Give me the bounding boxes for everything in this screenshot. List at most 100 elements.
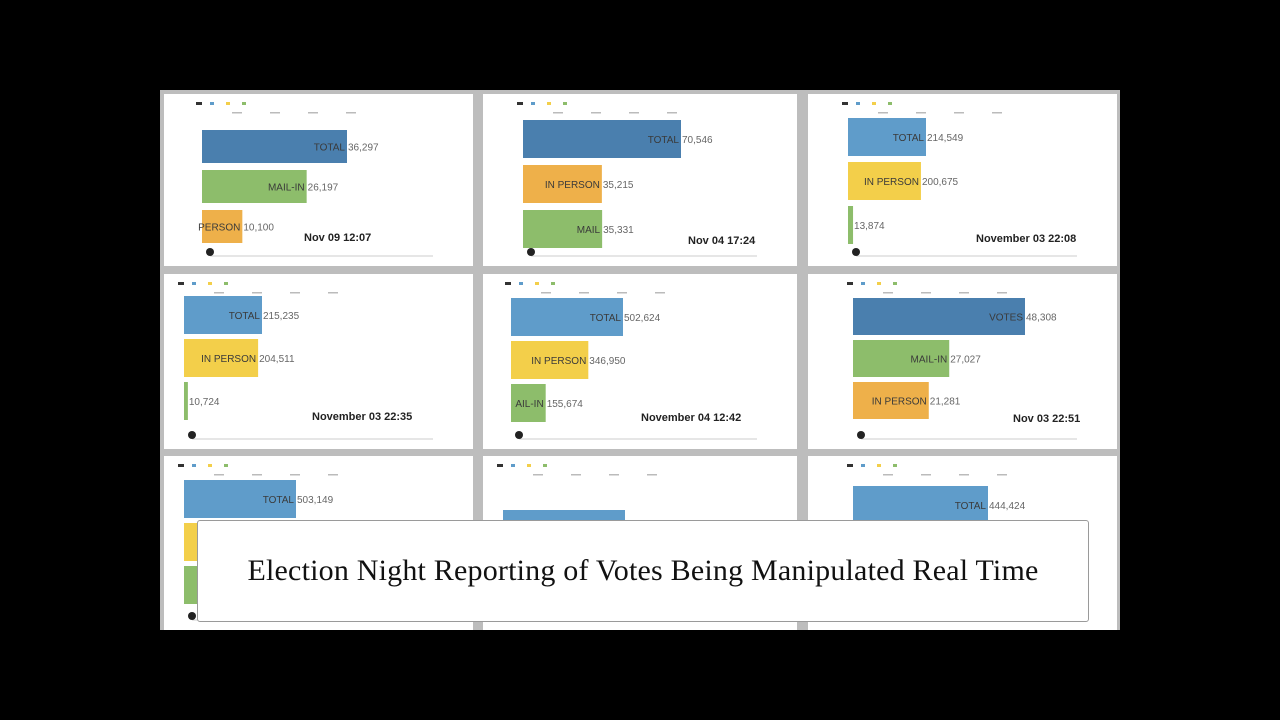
timestamp-label: November 03 22:35 bbox=[312, 411, 412, 423]
axis-tick bbox=[921, 292, 931, 294]
axis-tick bbox=[591, 112, 601, 114]
bar-value-label: 10,100 bbox=[243, 223, 274, 234]
timestamp-label: Nov 04 17:24 bbox=[688, 235, 756, 247]
legend-swatch bbox=[192, 464, 196, 467]
bar-chart: TOTAL 36,297 MAIL-IN 26,197 PERSON 10,100 Nov … bbox=[196, 102, 433, 257]
legend-swatch bbox=[893, 282, 897, 285]
bar-value-label: 346,950 bbox=[589, 356, 626, 367]
legend-swatch bbox=[210, 102, 214, 105]
axis-tick bbox=[346, 112, 356, 114]
bar-label: IN PERSON bbox=[201, 354, 256, 365]
axis-tick bbox=[290, 474, 300, 476]
bar-value-label: 48,308 bbox=[1026, 313, 1057, 324]
bar bbox=[202, 130, 347, 163]
axis-tick bbox=[883, 474, 893, 476]
legend-swatch bbox=[551, 282, 555, 285]
bar-label: TOTAL bbox=[314, 143, 346, 154]
axis-tick bbox=[629, 112, 639, 114]
axis-tick bbox=[579, 292, 589, 294]
bar-value-label: 155,674 bbox=[547, 399, 584, 410]
axis-tick bbox=[214, 292, 224, 294]
bar-label: IN PERSON bbox=[545, 180, 600, 191]
bar-value-label: 10,724 bbox=[189, 397, 220, 408]
axis-tick bbox=[921, 474, 931, 476]
legend-swatch bbox=[511, 464, 515, 467]
caption-box: Election Night Reporting of Votes Being … bbox=[197, 520, 1089, 622]
legend-marker bbox=[196, 102, 202, 105]
bar bbox=[511, 298, 623, 336]
axis-tick bbox=[553, 112, 563, 114]
bar-value-label: 13,874 bbox=[854, 221, 885, 232]
bar-label: IN PERSON bbox=[531, 356, 586, 367]
legend-swatch bbox=[888, 102, 892, 105]
legend-swatch bbox=[877, 282, 881, 285]
legend-swatch bbox=[519, 282, 523, 285]
chart-panel-3: TOTAL 214,549 IN PERSON 200,675 13,874 Novemb… bbox=[808, 94, 1117, 266]
bar-value-label: 444,424 bbox=[989, 501, 1026, 512]
bar-value-label: 27,027 bbox=[950, 355, 981, 366]
bar bbox=[523, 120, 681, 158]
timestamp-label: November 04 12:42 bbox=[641, 412, 741, 424]
bar-value-label: 215,235 bbox=[263, 311, 300, 322]
legend-marker bbox=[497, 464, 503, 467]
legend-marker bbox=[178, 464, 184, 467]
bar bbox=[184, 339, 259, 377]
bar-label: TOTAL bbox=[263, 495, 295, 506]
chart-panel-1: TOTAL 36,297 MAIL-IN 26,197 PERSON 10,100 Nov … bbox=[164, 94, 473, 266]
bar-label: TOTAL bbox=[955, 501, 987, 512]
legend-marker bbox=[847, 464, 853, 467]
axis-tick bbox=[232, 112, 242, 114]
axis-tick bbox=[214, 474, 224, 476]
legend-swatch bbox=[543, 464, 547, 467]
legend-swatch bbox=[861, 464, 865, 467]
axis-tick bbox=[252, 292, 262, 294]
chart-panel-2: TOTAL 70,546 IN PERSON 35,215 MAIL 35,331 Nov … bbox=[483, 94, 797, 266]
bar-chart: TOTAL 214,549 IN PERSON 200,675 13,874 Novemb… bbox=[842, 102, 1077, 257]
bar-label: MAIL-IN bbox=[911, 355, 948, 366]
bar-value-label: 503,149 bbox=[297, 495, 334, 506]
axis-tick bbox=[541, 292, 551, 294]
axis-tick bbox=[992, 112, 1002, 114]
bar bbox=[202, 170, 307, 203]
legend-swatch bbox=[531, 102, 535, 105]
bar-label: IN PERSON bbox=[872, 397, 927, 408]
play-marker bbox=[515, 431, 523, 439]
axis-tick bbox=[252, 474, 262, 476]
legend-swatch bbox=[208, 282, 212, 285]
legend-swatch bbox=[224, 282, 228, 285]
axis-tick bbox=[617, 292, 627, 294]
play-marker bbox=[527, 248, 535, 256]
play-marker bbox=[206, 248, 214, 256]
bar-label: MAIL-IN bbox=[268, 183, 305, 194]
axis-tick bbox=[571, 474, 581, 476]
bar-value-label: 502,624 bbox=[624, 313, 661, 324]
bar-chart: TOTAL 70,546 IN PERSON 35,215 MAIL 35,331 Nov … bbox=[517, 102, 757, 257]
legend-swatch bbox=[872, 102, 876, 105]
bar bbox=[523, 165, 602, 203]
bar bbox=[853, 486, 988, 524]
timestamp-label: Nov 03 22:51 bbox=[1013, 413, 1080, 425]
bar bbox=[853, 340, 950, 377]
play-marker bbox=[857, 431, 865, 439]
axis-tick bbox=[667, 112, 677, 114]
legend-swatch bbox=[527, 464, 531, 467]
axis-tick bbox=[655, 292, 665, 294]
axis-tick bbox=[328, 292, 338, 294]
bar-label: VOTES bbox=[989, 313, 1023, 324]
bar bbox=[184, 296, 262, 334]
bar-chart: TOTAL 215,235 IN PERSON 204,511 10,724 Novemb… bbox=[178, 282, 433, 440]
axis-tick bbox=[954, 112, 964, 114]
axis-tick bbox=[533, 474, 543, 476]
bar-value-label: 70,546 bbox=[682, 135, 713, 146]
axis-tick bbox=[328, 474, 338, 476]
bar-label: PERSON bbox=[198, 223, 240, 234]
bar bbox=[184, 480, 296, 518]
legend-swatch bbox=[563, 102, 567, 105]
bar-value-label: 214,549 bbox=[927, 133, 964, 144]
legend-swatch bbox=[893, 464, 897, 467]
axis-tick bbox=[878, 112, 888, 114]
bar bbox=[184, 382, 188, 420]
bar-label: AIL-IN bbox=[515, 399, 543, 410]
legend-marker bbox=[505, 282, 511, 285]
play-marker bbox=[852, 248, 860, 256]
